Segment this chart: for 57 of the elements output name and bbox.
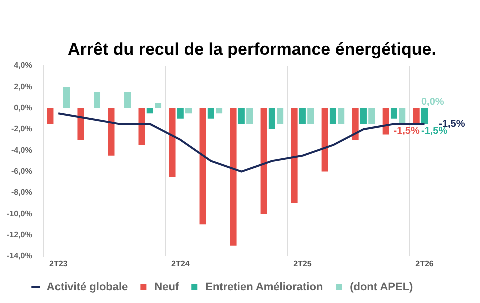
bar xyxy=(299,108,306,124)
legend-label: Entretien Amélioration xyxy=(206,282,324,294)
bar xyxy=(399,108,406,124)
bar xyxy=(138,108,146,146)
y-tick-label: -12,0% xyxy=(6,230,32,240)
bar xyxy=(108,108,115,156)
y-tick-label: 2,0% xyxy=(14,82,32,92)
bar xyxy=(208,108,214,119)
bar xyxy=(124,92,132,108)
bar xyxy=(246,108,254,124)
y-tick-label: 0,0% xyxy=(14,104,32,113)
bar xyxy=(390,108,398,119)
bar xyxy=(291,108,298,204)
bar xyxy=(360,108,367,124)
x-tick-label: 2T26 xyxy=(416,259,434,268)
bar xyxy=(169,108,176,178)
y-tick-label: -6,0% xyxy=(11,166,32,176)
bar xyxy=(382,108,390,135)
bar xyxy=(155,103,162,108)
y-tick-label: 4,0% xyxy=(14,61,32,70)
bar xyxy=(308,108,314,124)
legend-label: Activité globale xyxy=(46,282,128,294)
x-tick-label: 2T23 xyxy=(49,259,68,268)
y-tick-label: -10,0% xyxy=(6,209,32,218)
x-tick-label: 2T24 xyxy=(172,259,190,268)
bar xyxy=(200,108,206,225)
bar xyxy=(216,108,223,114)
bar xyxy=(230,108,237,246)
chart-title: Arrêt du recul de la performance énergétique. xyxy=(68,40,436,60)
bar xyxy=(413,108,420,124)
legend-label: Neuf xyxy=(154,282,180,294)
bar xyxy=(260,108,268,214)
bar xyxy=(63,87,70,108)
y-tick-label: -4,0% xyxy=(11,146,32,155)
bar xyxy=(322,108,328,172)
bar xyxy=(421,108,428,124)
y-tick-label: -2,0% xyxy=(11,124,32,134)
data-label: -1,5% xyxy=(421,126,448,137)
bar xyxy=(238,108,245,124)
bar xyxy=(368,108,376,124)
y-tick-label: -8,0% xyxy=(11,188,32,198)
bar xyxy=(352,108,359,140)
bar xyxy=(78,108,84,140)
x-tick-label: 2T25 xyxy=(294,259,312,268)
bar xyxy=(47,108,54,124)
bar xyxy=(338,108,345,124)
data-label: -1,5% xyxy=(394,126,420,137)
legend-label: (dont APEL) xyxy=(350,282,414,294)
data-label: 0,0% xyxy=(421,97,444,108)
bar xyxy=(330,108,336,124)
y-tick-label: -14,0% xyxy=(6,252,32,261)
bar xyxy=(146,108,154,114)
bar xyxy=(268,108,276,130)
bar xyxy=(186,108,192,114)
bar xyxy=(94,92,101,108)
bar xyxy=(277,108,284,124)
bar xyxy=(177,108,184,119)
